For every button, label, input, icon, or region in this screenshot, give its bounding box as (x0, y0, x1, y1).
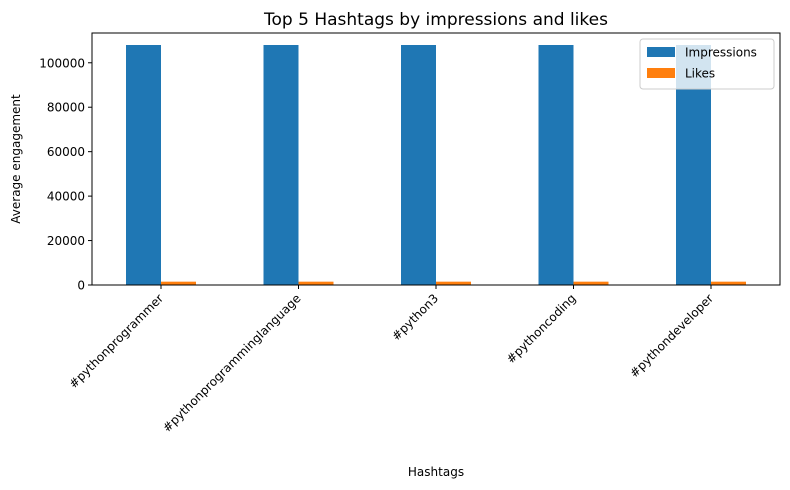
chart-title: Top 5 Hashtags by impressions and likes (263, 10, 608, 30)
bar-impressions-0 (126, 45, 161, 285)
y-tick-label-0: 0 (77, 279, 85, 293)
y-tick-label-2: 40000 (47, 190, 85, 204)
legend-label-likes: Likes (685, 67, 715, 81)
y-axis-label: Average engagement (9, 94, 23, 224)
plot-frame (91, 32, 781, 286)
bar-impressions-2 (401, 45, 436, 285)
bar-likes-0 (161, 281, 196, 285)
x-axis-label: Hashtags (408, 465, 464, 479)
bar-impressions-1 (263, 45, 299, 285)
legend-swatch-likes (647, 68, 675, 78)
bar-likes-2 (436, 281, 471, 285)
legend-label-impressions: Impressions (685, 46, 757, 60)
y-tick-label-5: 100000 (39, 56, 85, 70)
legend-swatch-impressions (647, 47, 675, 57)
y-axis: 0 20000 40000 60000 80000 100000 (39, 56, 92, 293)
legend: Impressions Likes (639, 38, 775, 90)
y-tick-label-1: 20000 (47, 234, 85, 248)
y-tick-label-4: 80000 (47, 101, 85, 115)
bar-likes-4 (711, 281, 746, 285)
bars-group (126, 45, 746, 285)
y-tick-label-3: 60000 (47, 145, 85, 159)
bar-impressions-3 (538, 45, 574, 285)
bar-likes-1 (298, 281, 334, 285)
bar-likes-3 (573, 281, 609, 285)
